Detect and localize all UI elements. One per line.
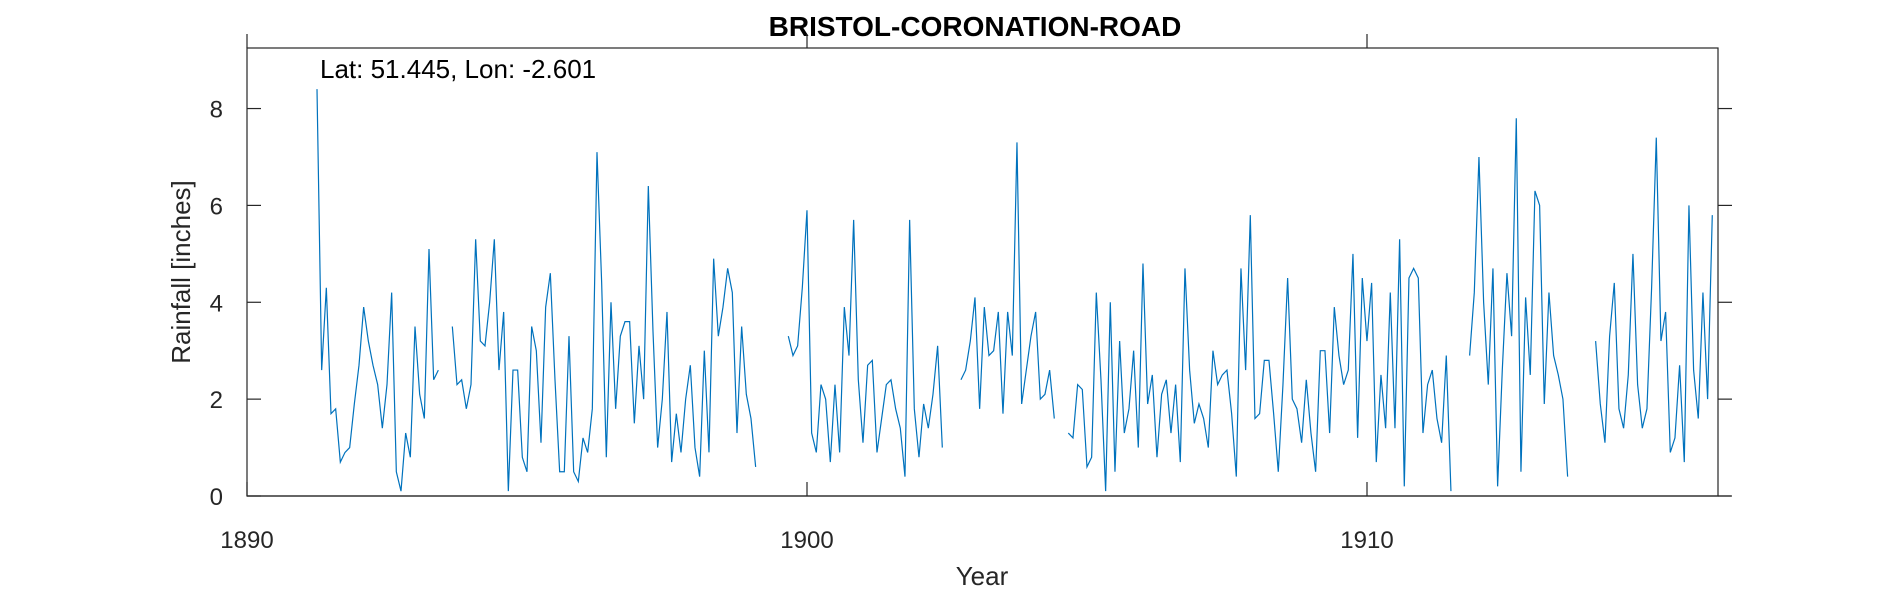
y-tick-label: 8 (210, 97, 223, 124)
y-axis-label: Rainfall [inches] (166, 180, 196, 364)
chart-title: BRISTOL-CORONATION-ROAD (769, 11, 1182, 42)
y-axis-ticks: 0 2 4 6 8 (210, 97, 1732, 511)
y-tick-label: 6 (210, 193, 223, 220)
rainfall-series-line (316, 89, 1713, 492)
location-annotation: Lat: 51.445, Lon: -2.601 (320, 54, 596, 84)
x-tick-label: 1910 (1340, 527, 1393, 554)
y-tick-label: 2 (210, 387, 223, 414)
y-tick-label: 4 (210, 290, 223, 317)
x-axis-label: Year (956, 561, 1009, 591)
x-tick-label: 1890 (220, 527, 273, 554)
x-axis-ticks: 1890 1900 1910 (220, 34, 1394, 554)
y-tick-label: 0 (210, 484, 223, 511)
x-tick-label: 1900 (780, 527, 833, 554)
plot-area-frame (246, 47, 1719, 497)
